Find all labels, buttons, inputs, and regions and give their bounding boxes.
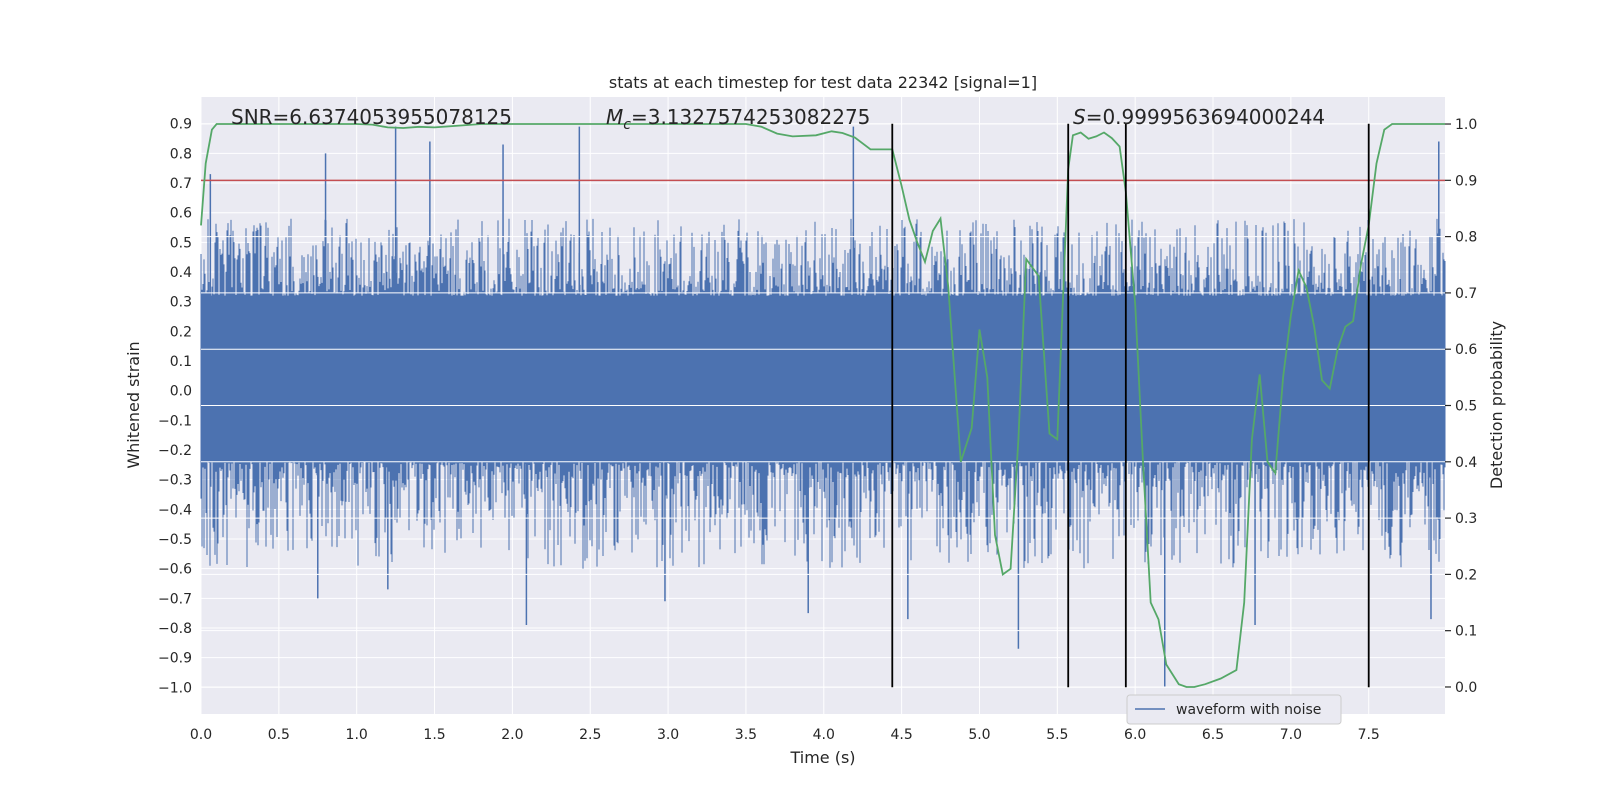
y2-axis-label: Detection probability: [1487, 321, 1506, 489]
x-tick-label: 6.5: [1202, 727, 1224, 743]
vertical-markers: [891, 123, 1370, 688]
y2-tick-label: 0.6: [1455, 342, 1477, 358]
x-tick-labels: 0.0 0.5 1.0 1.5 2.0 2.5 3.0 3.5 4.0 4.5 5.0 5.5 6.0 6…: [190, 727, 1380, 743]
x-tick-label: 3.0: [657, 727, 679, 743]
x-tick-label: 7.5: [1358, 727, 1380, 743]
y-axis-label: Whitened strain: [124, 341, 143, 468]
y2-tick-label: 0.2: [1455, 567, 1477, 583]
x-tick-label: 4.0: [813, 727, 835, 743]
s-symbol: S: [1073, 105, 1086, 129]
y-tick-label: −0.2: [158, 443, 192, 459]
y-tick-label: −0.1: [158, 413, 192, 429]
waveform-series: [200, 126, 1446, 688]
y2-tick-label: 0.0: [1455, 680, 1477, 696]
probability-line: [200, 123, 1445, 688]
y-tick-label: −0.6: [158, 562, 192, 578]
s-annotation: S=0.9999563694000244: [1073, 105, 1325, 129]
y2-tick-label: 0.5: [1455, 399, 1477, 415]
mc-subscript: c: [623, 117, 631, 133]
x-tick-label: 0.0: [190, 727, 212, 743]
y2-tick-label: 0.3: [1455, 511, 1477, 527]
legend: waveform with noise: [1126, 694, 1342, 725]
y-tick-label: −0.3: [158, 473, 192, 489]
x-tick-label: 6.0: [1124, 727, 1146, 743]
x-tick-label: 4.5: [890, 727, 912, 743]
x-tick-label: 2.5: [579, 727, 601, 743]
y-tick-label: 0.7: [170, 176, 192, 192]
x-tick-label: 7.0: [1280, 727, 1302, 743]
y-tick-label: 0.3: [170, 295, 192, 311]
x-tick-label: 5.5: [1046, 727, 1068, 743]
y-tick-label: 0.0: [170, 384, 192, 400]
probability-series: [200, 123, 1445, 688]
y2-tick-label: 0.9: [1455, 173, 1477, 189]
y2-tick-label: 0.4: [1455, 455, 1477, 471]
x-axis-label: Time (s): [789, 748, 855, 767]
y2-tick-label: 0.1: [1455, 624, 1477, 640]
legend-box: [1126, 694, 1342, 725]
snr-annotation: SNR=6.6374053955078125: [231, 105, 512, 129]
legend-entry: waveform with noise: [1176, 702, 1321, 718]
y-tick-label: −1.0: [158, 680, 192, 696]
chart-title: stats at each timestep for test data 223…: [609, 73, 1037, 92]
y-tick-label: 0.5: [170, 235, 192, 251]
x-tick-label: 1.5: [423, 727, 445, 743]
y-tick-label: 0.4: [170, 265, 192, 281]
y-tick-label: −0.8: [158, 621, 192, 637]
y2-tick-labels: 1.0 0.9 0.8 0.7 0.6 0.5 0.4 0.3 0.2 0.1 0.0: [1445, 117, 1477, 696]
y-tick-labels: 0.9 0.8 0.7 0.6 0.5 0.4 0.3 0.2 0.1 0.0 −0.1 −0.2 −0…: [158, 117, 192, 697]
y-tick-label: −0.9: [158, 651, 192, 667]
y2-tick-label: 1.0: [1455, 117, 1477, 133]
x-tick-label: 3.5: [735, 727, 757, 743]
y-tick-label: 0.1: [170, 354, 192, 370]
mc-value: =3.1327574253082275: [631, 105, 870, 129]
x-tick-label: 2.0: [501, 727, 523, 743]
y-tick-label: 0.2: [170, 324, 192, 340]
y-tick-label: 0.8: [170, 146, 192, 162]
y2-tick-label: 0.8: [1455, 230, 1477, 246]
y-tick-label: −0.7: [158, 591, 192, 607]
y-tick-label: −0.5: [158, 532, 192, 548]
x-tick-label: 0.5: [268, 727, 290, 743]
mc-symbol: M: [606, 105, 623, 129]
s-value: =0.9999563694000244: [1086, 105, 1325, 129]
y-tick-label: −0.4: [158, 502, 192, 518]
y-tick-label: 0.6: [170, 206, 192, 222]
mc-annotation: Mc=3.1327574253082275: [606, 105, 870, 133]
x-tick-label: 5.0: [968, 727, 990, 743]
y2-tick-label: 0.7: [1455, 286, 1477, 302]
y-tick-label: 0.9: [170, 117, 192, 133]
x-tick-label: 1.0: [346, 727, 368, 743]
